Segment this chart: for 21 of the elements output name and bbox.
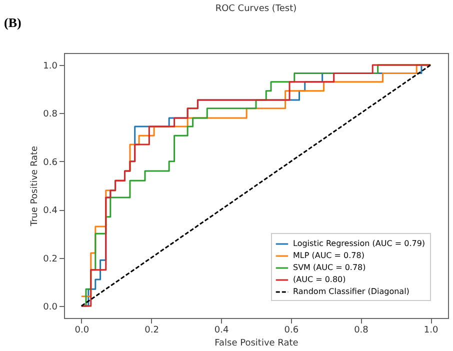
y-tick-label: 0.8 <box>43 110 58 120</box>
x-tick-label: 0.4 <box>214 326 230 336</box>
y-tick-label: 0.2 <box>43 254 58 264</box>
y-axis-title: True Positive Rate <box>30 145 40 228</box>
x-axis-title: False Positive Rate <box>214 338 299 348</box>
y-tick-label: 1.0 <box>43 62 58 72</box>
legend-label: (AUC = 0.80) <box>293 275 346 284</box>
legend-label: SVM (AUC = 0.78) <box>293 263 366 272</box>
legend-label: Logistic Regression (AUC = 0.79) <box>293 239 426 248</box>
chart-title: ROC Curves (Test) <box>215 4 297 14</box>
x-tick-label: 0.8 <box>354 326 369 336</box>
legend-label: Random Classifier (Diagonal) <box>293 287 410 296</box>
legend-label: MLP (AUC = 0.78) <box>293 251 364 260</box>
y-tick-label: 0.4 <box>43 206 58 216</box>
x-tick-label: 0.0 <box>74 326 90 336</box>
y-tick-label: 0.0 <box>43 302 58 312</box>
text: (B) <box>4 15 22 30</box>
x-tick-label: 1.0 <box>424 326 438 336</box>
y-tick-label: 0.6 <box>43 158 58 168</box>
x-tick-label: 0.2 <box>144 326 159 336</box>
x-tick-label: 0.6 <box>284 326 299 336</box>
